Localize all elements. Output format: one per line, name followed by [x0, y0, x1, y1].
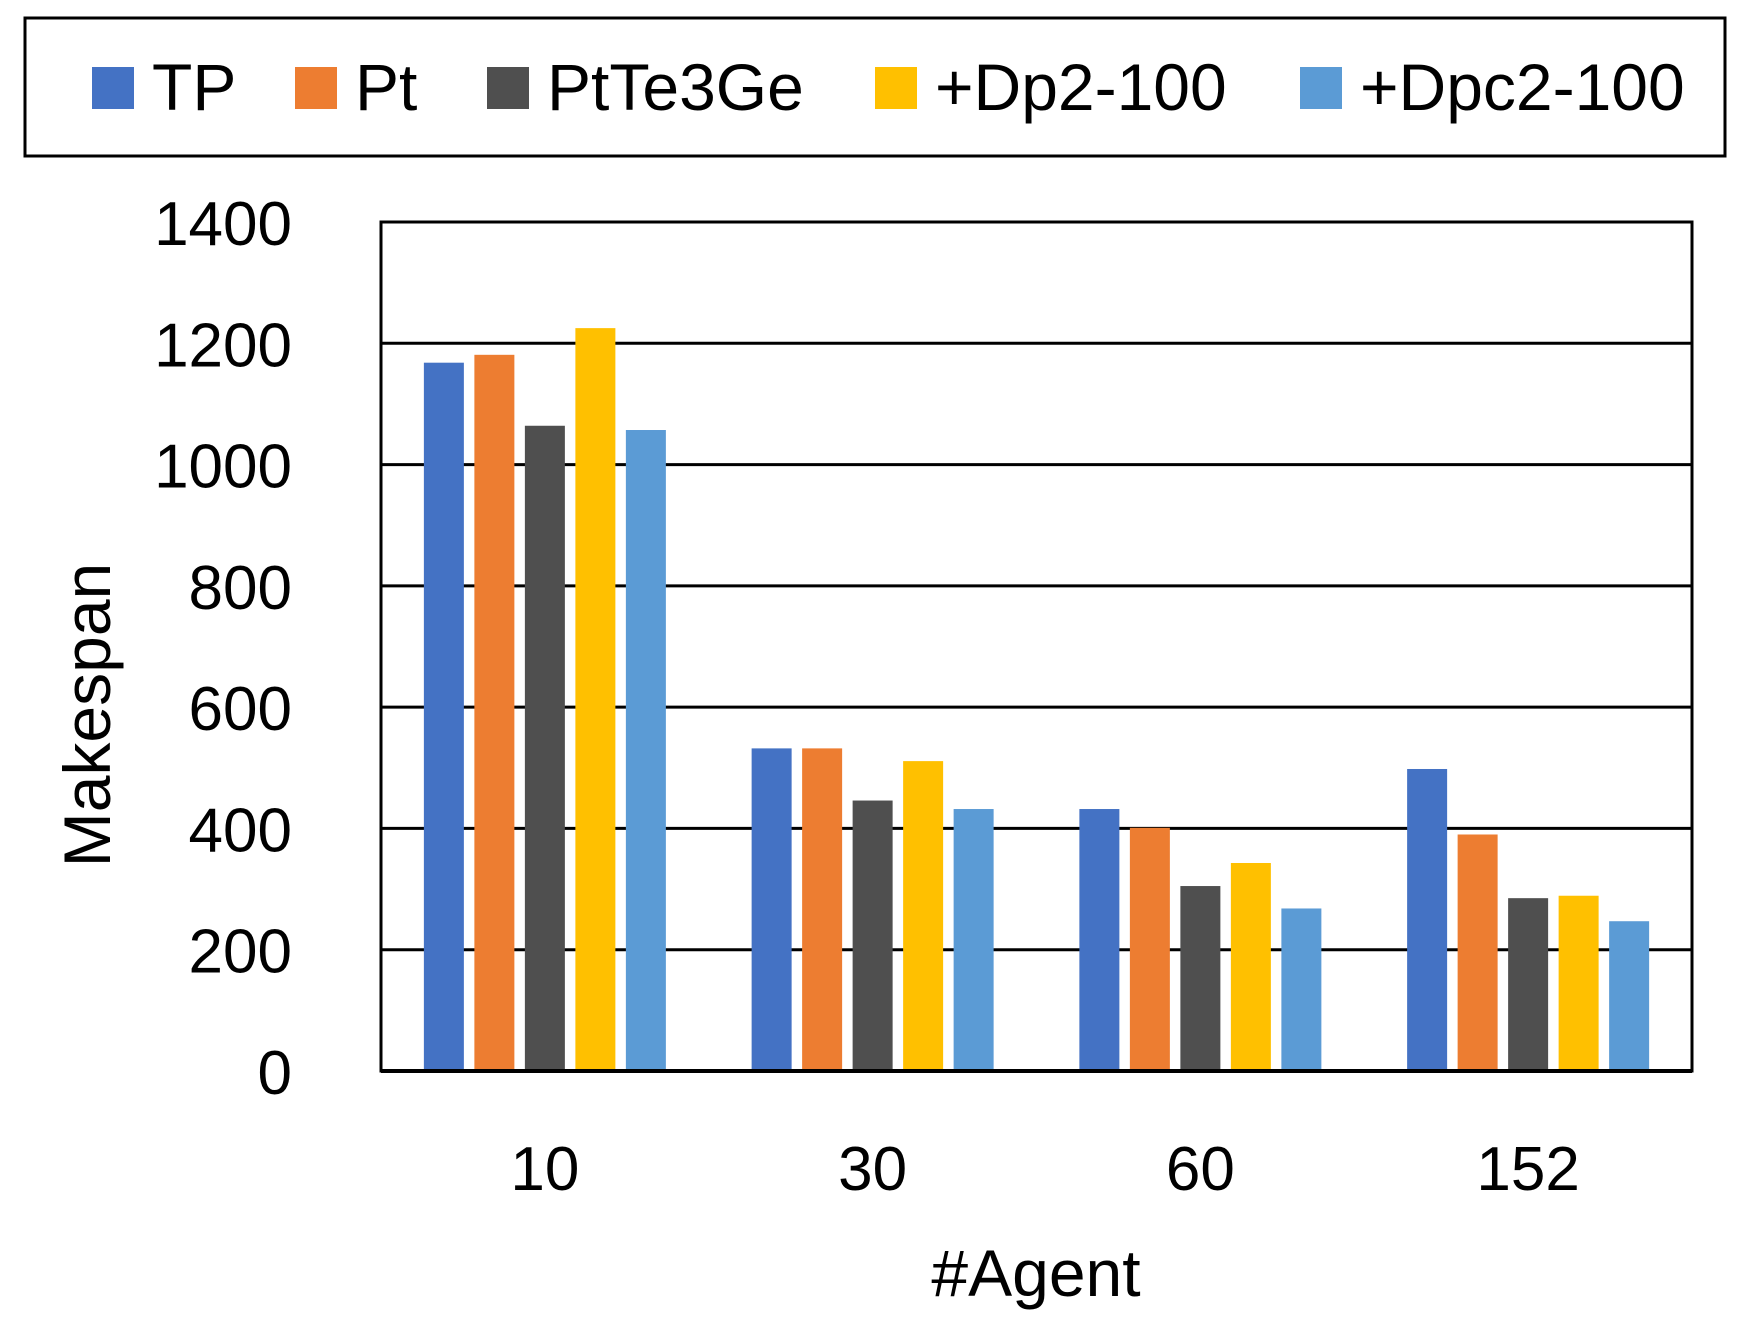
bar-dp2-100-30: [903, 761, 944, 1071]
legend-label: Pt: [355, 50, 417, 124]
bar-pt-152: [1457, 834, 1498, 1071]
bar-tp-30: [751, 748, 792, 1071]
legend-item: TP: [92, 50, 236, 124]
x-tick-label: 60: [1166, 1135, 1235, 1204]
bar-pt-60: [1129, 827, 1170, 1071]
legend-label: PtTe3Ge: [547, 50, 804, 124]
y-tick-label: 1400: [154, 190, 292, 259]
bar-pt-10: [474, 354, 515, 1071]
bar-ptte3ge-10: [524, 425, 565, 1071]
bar-dpc2-100-152: [1609, 921, 1650, 1071]
legend-label: +Dp2-100: [935, 50, 1227, 124]
y-axis-ticks: 0 200 400 600 800 1000 1200 1400: [154, 190, 292, 1108]
bar-tp-152: [1407, 768, 1448, 1071]
bar-dp2-100-152: [1558, 895, 1599, 1071]
legend-item: Pt: [295, 50, 417, 124]
bar-tp-10: [423, 362, 464, 1072]
y-tick-label: 200: [189, 918, 292, 987]
legend-swatch: [487, 67, 529, 109]
legend: TP Pt PtTe3Ge +Dp2-100 +Dpc2-100: [23, 16, 1727, 158]
bar-pt-30: [802, 748, 843, 1071]
y-tick-label: 0: [258, 1039, 292, 1108]
x-tick-label: 152: [1476, 1135, 1579, 1204]
y-tick-label: 800: [189, 554, 292, 623]
y-tick-label: 400: [189, 796, 292, 865]
legend-swatch: [92, 67, 134, 109]
x-tick-label: 10: [510, 1135, 579, 1204]
bar-ptte3ge-152: [1508, 898, 1549, 1071]
y-tick-label: 1000: [154, 433, 292, 502]
y-tick-label: 1200: [154, 311, 292, 380]
x-axis-label: #Agent: [931, 1236, 1140, 1310]
bar-dp2-100-10: [575, 328, 616, 1071]
bar-tp-60: [1079, 809, 1120, 1071]
bar-dpc2-100-60: [1281, 908, 1322, 1071]
y-tick-label: 600: [189, 675, 292, 744]
legend-swatch: [295, 67, 337, 109]
legend-label: +Dpc2-100: [1360, 50, 1685, 124]
x-axis-ticks: 10 30 60 152: [510, 1135, 1579, 1204]
bar-ptte3ge-30: [852, 800, 893, 1071]
legend-label: TP: [152, 50, 236, 124]
legend-swatch: [1300, 67, 1342, 109]
legend-item: +Dp2-100: [875, 50, 1227, 124]
bar-dpc2-100-30: [953, 809, 994, 1071]
bar-dp2-100-60: [1230, 862, 1271, 1071]
bar-ptte3ge-60: [1180, 886, 1221, 1071]
plot-area: [379, 220, 1694, 1073]
legend-item: PtTe3Ge: [487, 50, 804, 124]
legend-swatch: [875, 67, 917, 109]
y-axis-label: Makespan: [50, 563, 124, 868]
legend-item: +Dpc2-100: [1300, 50, 1685, 124]
bar-dpc2-100-10: [625, 430, 666, 1071]
x-tick-label: 30: [838, 1135, 907, 1204]
